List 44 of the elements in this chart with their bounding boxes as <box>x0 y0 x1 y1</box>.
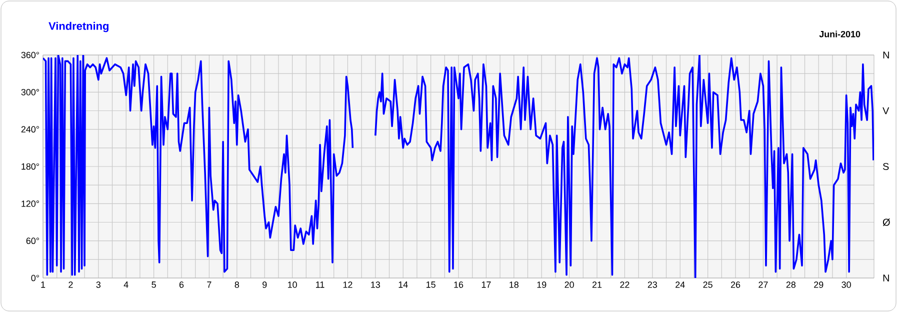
x-tick-label: 3 <box>96 282 101 288</box>
x-tick-label: 26 <box>730 282 740 288</box>
x-tick-label: 28 <box>786 282 796 288</box>
x-tick-label: 16 <box>454 282 464 288</box>
x-tick-label: 13 <box>371 282 380 288</box>
y-tick-label: 120° <box>22 200 39 207</box>
x-tick-label: 2 <box>68 282 73 288</box>
y-tick-label: 240° <box>21 126 39 133</box>
text: N <box>883 274 889 282</box>
x-tick-label: 29 <box>814 282 824 288</box>
x-tick-label: 6 <box>179 282 184 288</box>
y-tick-label: 300° <box>21 88 39 96</box>
x-tick-label: 1 <box>41 282 46 288</box>
x-tick-label: 20 <box>564 282 574 288</box>
text: Ø <box>882 218 890 226</box>
y-tick-label: 60° <box>26 238 39 244</box>
y-tick-label: 0° <box>31 274 39 282</box>
y-tick-label: 360° <box>21 52 39 58</box>
x-tick-label: 25 <box>703 282 712 288</box>
x-tick-label: 18 <box>510 282 518 288</box>
x-tick-label: 30 <box>842 282 851 288</box>
text: S <box>882 162 889 170</box>
y-tick-label: 180° <box>22 163 39 170</box>
x-tick-label: 8 <box>234 282 240 288</box>
x-tick-label: 15 <box>426 282 436 288</box>
x-tick-label: 9 <box>262 282 267 288</box>
text: N <box>883 52 889 58</box>
x-tick-label: 23 <box>648 282 658 288</box>
x-tick-label: 12 <box>343 282 352 288</box>
x-tick-label: 4 <box>124 282 128 288</box>
x-tick-label: 19 <box>537 282 546 288</box>
chart-subtitle: Juni-2010 <box>819 30 860 38</box>
chart-title: Vindretning <box>48 22 108 32</box>
x-tick-label: 24 <box>676 282 685 288</box>
x-tick-label: 11 <box>316 282 324 288</box>
text: V <box>882 107 890 114</box>
x-tick-label: 17 <box>482 282 491 288</box>
x-tick-label: 21 <box>592 282 602 288</box>
x-tick-label: 7 <box>207 282 212 288</box>
x-tick-label: 14 <box>398 282 408 288</box>
x-tick-label: 22 <box>620 282 630 288</box>
x-tick-label: 5 <box>152 282 156 288</box>
x-tick-label: 10 <box>288 282 297 288</box>
x-tick-label: 27 <box>758 282 768 288</box>
